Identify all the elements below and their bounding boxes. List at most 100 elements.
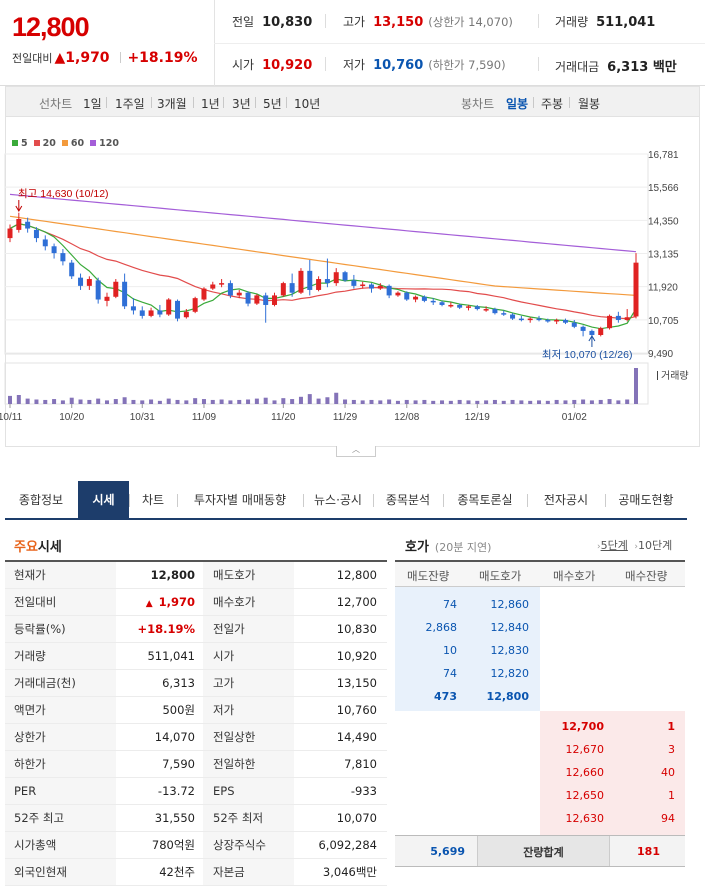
depth-5-link[interactable]: 5단계	[600, 539, 628, 552]
y-tick-label: 16,781	[648, 150, 679, 161]
ask-price[interactable]: 12,820	[490, 667, 530, 680]
candle	[624, 317, 630, 320]
row-label: 시가	[203, 642, 294, 670]
ask-price[interactable]: 12,800	[486, 690, 529, 703]
volume-bar	[16, 395, 21, 404]
chart-period-bar: 선차트 1일 1주일 3개월 1년 3년 5년 10년 봉차트 일봉 주봉 월봉	[5, 86, 700, 117]
volume-bar	[334, 392, 339, 404]
candle-chart-label: 봉차트	[461, 97, 495, 111]
period-1d[interactable]: 1일	[83, 97, 102, 111]
row-label: 매수호가	[203, 588, 294, 616]
header-ask-qty: 매도잔량	[407, 569, 450, 583]
volume-bar	[25, 398, 30, 404]
quote-item: 저가 10,760 (하한가 7,590)	[343, 56, 506, 73]
ask-qty: 10	[443, 644, 457, 657]
row-value: 10,830	[294, 615, 387, 643]
row-label: PER	[5, 777, 116, 805]
volume-bar	[281, 398, 286, 404]
volume-bar	[475, 400, 480, 404]
candle	[236, 292, 242, 296]
quote-item-label: 거래대금	[555, 60, 600, 74]
volume-bar	[228, 400, 233, 404]
candle	[192, 298, 198, 312]
bid-price[interactable]: 12,670	[565, 743, 605, 756]
row-value: 14,070	[116, 722, 203, 751]
order-book-header: 매도잔량 매도호가 매수호가 매수잔량	[395, 560, 685, 587]
tab-6[interactable]: 종목토론실	[457, 493, 513, 507]
volume-bar	[263, 397, 268, 404]
divider	[303, 494, 304, 507]
period-3y[interactable]: 3년	[232, 97, 251, 111]
bid-price[interactable]: 12,630	[565, 812, 605, 825]
volume-bar	[122, 397, 127, 404]
ask-price[interactable]: 12,830	[490, 644, 530, 657]
volume-bar	[60, 400, 65, 404]
candle	[78, 277, 84, 286]
chevron-right-icon: ›	[634, 542, 638, 552]
divider	[605, 494, 606, 507]
volume-bar	[201, 399, 206, 404]
tab-8[interactable]: 공매도현황	[618, 493, 674, 507]
tab-0[interactable]: 종합정보	[18, 493, 64, 507]
candle-daily[interactable]: 일봉	[506, 97, 529, 111]
candle	[16, 218, 22, 230]
row-label: 액면가	[5, 696, 116, 724]
candle	[130, 306, 136, 311]
volume-bar	[157, 400, 162, 404]
candle-monthly[interactable]: 월봉	[578, 97, 601, 111]
quote-item-value: 10,830	[262, 15, 313, 30]
volume-bar	[34, 399, 39, 404]
period-1w[interactable]: 1주일	[115, 97, 145, 111]
bid-price[interactable]: 12,660	[565, 766, 605, 779]
divider	[569, 97, 570, 108]
bid-price[interactable]: 12,700	[561, 720, 604, 733]
candle	[42, 239, 48, 247]
change-label: 전일대비	[12, 52, 53, 65]
volume-bar	[581, 399, 586, 404]
bid-price[interactable]: 12,650	[565, 789, 605, 802]
divider	[373, 494, 374, 507]
divider	[193, 97, 194, 108]
candle	[183, 311, 189, 318]
depth-10-link[interactable]: 10단계	[637, 539, 673, 552]
volume-bar	[166, 398, 171, 404]
row-value: 42천주	[116, 858, 203, 886]
candle	[113, 281, 119, 297]
volume-bar	[69, 397, 74, 404]
volume-bar	[625, 399, 630, 404]
ask-area	[395, 587, 540, 711]
volume-bar	[457, 399, 462, 404]
x-tick-label: 10/31	[130, 412, 155, 423]
candle	[483, 309, 489, 311]
line-chart-label: 선차트	[39, 97, 73, 111]
tab-2[interactable]: 차트	[141, 493, 165, 507]
candle	[122, 281, 128, 307]
tab-7[interactable]: 전자공시	[543, 493, 589, 507]
tab-4[interactable]: 뉴스·공시	[314, 493, 362, 507]
period-10y[interactable]: 10년	[294, 97, 321, 111]
row-label: 자본금	[203, 858, 294, 886]
candle	[589, 330, 595, 335]
period-5y[interactable]: 5년	[263, 97, 282, 111]
y-tick-label: 15,566	[648, 183, 679, 194]
period-3m[interactable]: 3개월	[157, 97, 187, 111]
x-tick-label: 11/29	[333, 412, 358, 423]
row-value: 7,810	[294, 750, 387, 778]
divider	[255, 97, 256, 108]
volume-bar	[87, 399, 92, 404]
tab-3[interactable]: 투자자별 매매동향	[193, 493, 287, 507]
candle-weekly[interactable]: 주봉	[541, 97, 564, 111]
tab-5[interactable]: 종목분석	[385, 493, 431, 507]
legend-ma-120: 120	[90, 138, 119, 149]
tab-1[interactable]: 시세	[78, 481, 129, 520]
candle	[316, 279, 322, 290]
period-1y[interactable]: 1년	[201, 97, 220, 111]
volume-bar	[193, 398, 198, 404]
stock-chart[interactable]: 16,781 15,566 14,350 13,135 11,920 10,705 9,49…	[0, 0, 705, 460]
quote-row: 외국인현재 42천주 자본금 3,046백만	[5, 858, 387, 886]
ask-price[interactable]: 12,840	[490, 621, 530, 634]
ask-price[interactable]: 12,860	[490, 598, 530, 611]
chart-expand-handle[interactable]: ︿	[336, 446, 376, 457]
high-annotation: 최고 14,630 (10/12)	[18, 188, 109, 200]
volume-legend-mark	[657, 371, 658, 380]
